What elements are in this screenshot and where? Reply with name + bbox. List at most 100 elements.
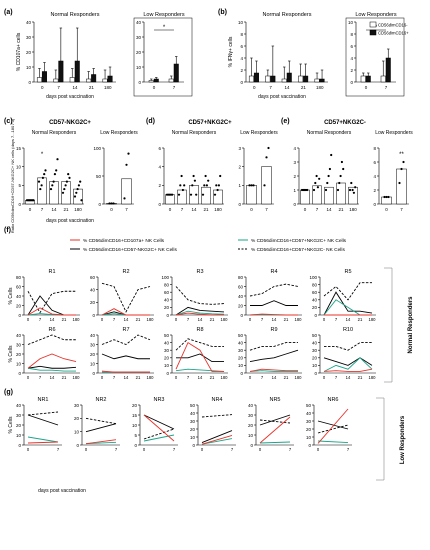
- legend-label: CD56dimCD16+: [378, 31, 409, 36]
- data-point: [40, 184, 43, 187]
- series-cd107a: [175, 312, 224, 316]
- data-point: [248, 184, 251, 187]
- line-panel-ytick-label: 20: [238, 356, 244, 361]
- data-point: [383, 195, 386, 199]
- data-point: [77, 184, 80, 187]
- normal-responders-title: Normal Responders: [51, 12, 100, 18]
- line-panel-ytick-label: 0: [166, 313, 169, 318]
- significance-marker: *: [375, 25, 378, 31]
- data-point: [171, 193, 174, 196]
- x-tick-label: 0: [153, 85, 156, 90]
- data-point: [216, 188, 219, 192]
- series-cd57pos-nkg2cpos: [175, 310, 225, 316]
- series-cd57pos-nkg2cneg: [101, 282, 151, 313]
- data-point: [354, 186, 357, 189]
- data-point: [400, 167, 403, 171]
- x-tick-label: 7: [39, 375, 42, 380]
- data-point: [64, 184, 67, 187]
- bar: [314, 78, 320, 83]
- data-point: [192, 174, 195, 178]
- ratio-normal-ytick-label: 2: [293, 174, 296, 179]
- bar-normal-ytick-label: 10: [238, 20, 244, 25]
- ratio-normal-ytick-label: 0: [293, 202, 296, 207]
- data-point: [267, 146, 270, 150]
- ratio-normal-ytick-label: 6: [158, 146, 161, 151]
- x-tick-label: 0: [253, 85, 256, 90]
- x-tick-label: 180: [349, 207, 357, 212]
- subject-title: R9: [270, 327, 277, 333]
- series-cd57neg-nkg2cpos: [85, 423, 117, 433]
- bar: [286, 72, 292, 83]
- line-panel-ytick-label: 40: [248, 403, 254, 408]
- series-cd57pos-nkg2cneg: [143, 428, 175, 440]
- subject-title: R1: [48, 269, 55, 275]
- line-panel-ytick-label: 30: [74, 403, 80, 408]
- normal-responders-title: Normal Responders: [32, 130, 77, 136]
- x-tick-label: 7: [269, 85, 272, 90]
- median-bar: [348, 186, 358, 205]
- x-tick-label: 180: [214, 207, 222, 212]
- line-panel-ytick-label: 0: [314, 313, 317, 318]
- line-panel-ytick-label: 50: [164, 333, 170, 338]
- x-tick-label: 180: [369, 317, 377, 322]
- data-point: [398, 181, 401, 185]
- x-tick-label: 14: [72, 85, 78, 90]
- series-cd57pos-nkg2cneg: [101, 334, 151, 346]
- bar-ylabel: % CD107a+ cells: [16, 32, 22, 71]
- line-panel-ytick-label: 40: [16, 403, 22, 408]
- bar: [173, 63, 179, 83]
- line-panel-ytick-label: 40: [190, 411, 196, 416]
- series-cd57pos-nkg2cneg: [27, 411, 59, 416]
- x-tick-label: 14: [284, 85, 290, 90]
- x-tick-label: 7: [261, 375, 264, 380]
- median-bar: [177, 189, 187, 205]
- data-point: [61, 191, 65, 194]
- data-point: [330, 153, 333, 157]
- line-panel-ytick-label: 30: [190, 419, 196, 424]
- line-panel-ytick-label: 0: [18, 443, 21, 448]
- line-panel-ytick-label: 40: [90, 333, 96, 338]
- x-tick-label: 21: [63, 207, 69, 212]
- series-cd57pos-nkg2cpos: [27, 367, 76, 372]
- data-point: [327, 174, 330, 178]
- x-tick-label: 7: [39, 317, 42, 322]
- bar: [365, 75, 371, 83]
- series-cd57neg-nkg2cpos: [143, 414, 175, 430]
- x-tick-label: 7: [187, 375, 190, 380]
- series-cd57pos-nkg2cneg: [249, 283, 299, 297]
- bar: [91, 74, 97, 83]
- x-tick-label: 21: [210, 375, 215, 380]
- ratio-normal-ytick-label: 2: [158, 183, 161, 188]
- series-cd107a: [27, 353, 77, 369]
- series-cd57pos-nkg2cneg: [27, 290, 76, 314]
- x-tick-label: 7: [125, 207, 128, 212]
- normal-responders-title: Normal Responders: [307, 130, 352, 136]
- line-panel-ytick-label: 40: [16, 294, 22, 299]
- pct-cells-label: % Cells: [8, 345, 14, 362]
- bar: [69, 77, 75, 83]
- x-tick-label: 0: [201, 447, 204, 452]
- bar-low-ytick-label: 0: [350, 80, 353, 85]
- bar: [168, 78, 174, 83]
- line-panel-ytick-label: 20: [164, 356, 170, 361]
- data-point: [316, 186, 319, 189]
- data-point: [112, 202, 115, 205]
- median-bar: [261, 166, 272, 205]
- low-responders-title: Low Responders: [143, 12, 185, 18]
- line-panel-ytick-label: 0: [18, 371, 21, 376]
- median-bar: [121, 178, 132, 205]
- legend-swatch: [369, 21, 377, 28]
- data-point: [213, 193, 217, 196]
- median-bar: [165, 194, 175, 205]
- series-cd57neg-nkg2cpos: [259, 414, 291, 426]
- data-point: [195, 193, 198, 196]
- x-tick-label: 0: [317, 447, 320, 452]
- line-panel-ytick-label: 80: [312, 282, 318, 287]
- line-panel-ytick-label: 40: [164, 340, 170, 345]
- bar: [298, 75, 304, 83]
- subject-title: NR5: [269, 397, 280, 403]
- x-tick-label: 14: [326, 207, 332, 212]
- line-panel-ytick-label: 0: [240, 313, 243, 318]
- series-cd57neg-nkg2cpos: [101, 353, 150, 360]
